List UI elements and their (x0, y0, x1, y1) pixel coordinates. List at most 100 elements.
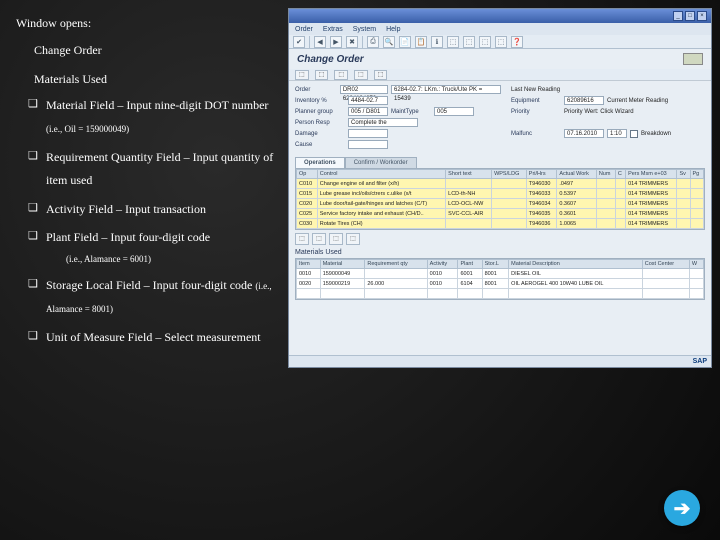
close-button[interactable]: × (697, 11, 707, 21)
cell[interactable] (596, 199, 615, 209)
cell[interactable] (492, 189, 527, 199)
cell[interactable]: 0010 (427, 269, 458, 279)
info-icon[interactable]: ℹ (431, 36, 443, 48)
col-header[interactable]: Actual Work (557, 170, 596, 179)
malfunc-time-field[interactable]: 1:10 (607, 129, 627, 138)
col-header[interactable]: C (615, 170, 625, 179)
cell[interactable]: DIESEL OIL (509, 269, 643, 279)
cell[interactable] (615, 189, 625, 199)
cell[interactable] (297, 289, 321, 299)
cell[interactable] (677, 179, 690, 189)
cell[interactable] (492, 179, 527, 189)
col-header[interactable]: Control (317, 170, 445, 179)
help-icon[interactable]: ❓ (511, 36, 523, 48)
cell[interactable] (596, 179, 615, 189)
cell[interactable]: 26.000 (365, 279, 427, 289)
cell[interactable] (509, 289, 643, 299)
cell[interactable] (677, 189, 690, 199)
cell[interactable]: 0010 (297, 269, 321, 279)
find-icon[interactable]: 🔍 (383, 36, 395, 48)
tool-icon[interactable]: ⬚ (495, 36, 507, 48)
cell[interactable] (492, 209, 527, 219)
cell[interactable]: 014 TRIMMERS (626, 199, 677, 209)
col-header[interactable]: Material (320, 260, 365, 269)
cell[interactable] (690, 179, 704, 189)
col-header[interactable]: Cost Center (642, 260, 689, 269)
cell[interactable] (615, 179, 625, 189)
cancel-icon[interactable]: ✖ (346, 36, 358, 48)
cell[interactable]: 6001 (458, 269, 482, 279)
cell[interactable]: 8001 (482, 279, 509, 289)
cell[interactable] (615, 219, 625, 229)
col-header[interactable]: Requirement qty (365, 260, 427, 269)
cell[interactable]: T946033 (526, 189, 557, 199)
cell[interactable]: LCD-OCL-NW (446, 199, 492, 209)
cell[interactable]: 014 TRIMMERS (626, 189, 677, 199)
col-header[interactable]: Op (297, 170, 318, 179)
cell[interactable]: 0020 (297, 279, 321, 289)
tab-operations[interactable]: Operations (295, 157, 345, 168)
cell[interactable]: Service factory intake and exhaust (CH/D… (317, 209, 445, 219)
cell[interactable]: 6104 (458, 279, 482, 289)
cell[interactable]: Lube grease incl/oils/ctrers c.ulike (x/… (317, 189, 445, 199)
cell[interactable] (677, 219, 690, 229)
table-row[interactable] (297, 289, 704, 299)
cell[interactable] (492, 199, 527, 209)
last-reading-button[interactable]: Last New Reading (511, 87, 560, 93)
cell[interactable]: 8001 (482, 269, 509, 279)
cell[interactable] (689, 289, 703, 299)
malfunc-date-field[interactable]: 07.16.2010 (564, 129, 604, 138)
cell[interactable]: 0.5397 (557, 189, 596, 199)
cell[interactable] (642, 269, 689, 279)
cell[interactable]: 014 TRIMMERS (626, 219, 677, 229)
cell[interactable] (596, 209, 615, 219)
cell[interactable]: 159000049 (320, 269, 365, 279)
cell[interactable] (320, 289, 365, 299)
cell[interactable] (596, 219, 615, 229)
cell[interactable]: SVC-CCL-AIR (446, 209, 492, 219)
cell[interactable] (492, 219, 527, 229)
cell[interactable]: C015 (297, 189, 318, 199)
cell[interactable] (690, 209, 704, 219)
subtool-button[interactable]: ⬚ (295, 70, 309, 80)
order-field[interactable]: DR02 6284134879 (340, 85, 388, 94)
cell[interactable] (446, 179, 492, 189)
cell[interactable] (365, 269, 427, 279)
cell[interactable] (482, 289, 509, 299)
col-header[interactable]: Num (596, 170, 615, 179)
priority-wizard-button[interactable]: Priority Wert: Click Wizard (564, 109, 634, 115)
ok-icon[interactable]: ✔ (293, 36, 305, 48)
cell[interactable]: T946034 (526, 199, 557, 209)
breakdown-checkbox[interactable] (630, 130, 638, 138)
grid-button[interactable]: ⬚ (346, 233, 360, 245)
col-header[interactable]: Pg (690, 170, 704, 179)
maximize-button[interactable]: □ (685, 11, 695, 21)
cell[interactable] (596, 189, 615, 199)
cell[interactable]: 159000219 (320, 279, 365, 289)
minimize-button[interactable]: _ (673, 11, 683, 21)
cell[interactable]: C025 (297, 209, 318, 219)
forward-icon[interactable]: ▶ (330, 36, 342, 48)
col-header[interactable]: Material Description (509, 260, 643, 269)
mainttype-field[interactable]: 005 (434, 107, 474, 116)
cell[interactable]: OIL AEROGEL 400 10W40 LUBE OIL (509, 279, 643, 289)
cell[interactable]: T946036 (526, 219, 557, 229)
grid-button[interactable]: ⬚ (312, 233, 326, 245)
cell[interactable]: T946030 (526, 179, 557, 189)
subtool-button[interactable]: ⬚ (315, 70, 329, 80)
cell[interactable] (615, 209, 625, 219)
cell[interactable]: 014 TRIMMERS (626, 179, 677, 189)
cell[interactable] (689, 279, 703, 289)
table-row[interactable]: C015Lube grease incl/oils/ctrers c.ulike… (297, 189, 704, 199)
col-header[interactable]: Short text (446, 170, 492, 179)
cell[interactable] (615, 199, 625, 209)
current-meter-button[interactable]: Current Meter Reading (607, 98, 668, 104)
col-header[interactable]: Plant (458, 260, 482, 269)
grid-button[interactable]: ⬚ (329, 233, 343, 245)
tool-icon[interactable]: ⬚ (463, 36, 475, 48)
cell[interactable] (689, 269, 703, 279)
order-desc-field[interactable]: 6284-02.7: LKm.: Truck/Ute PK = 15439 (391, 85, 501, 94)
cell[interactable]: Rotate Tires (CH) (317, 219, 445, 229)
cell[interactable] (677, 199, 690, 209)
cell[interactable]: C010 (297, 179, 318, 189)
